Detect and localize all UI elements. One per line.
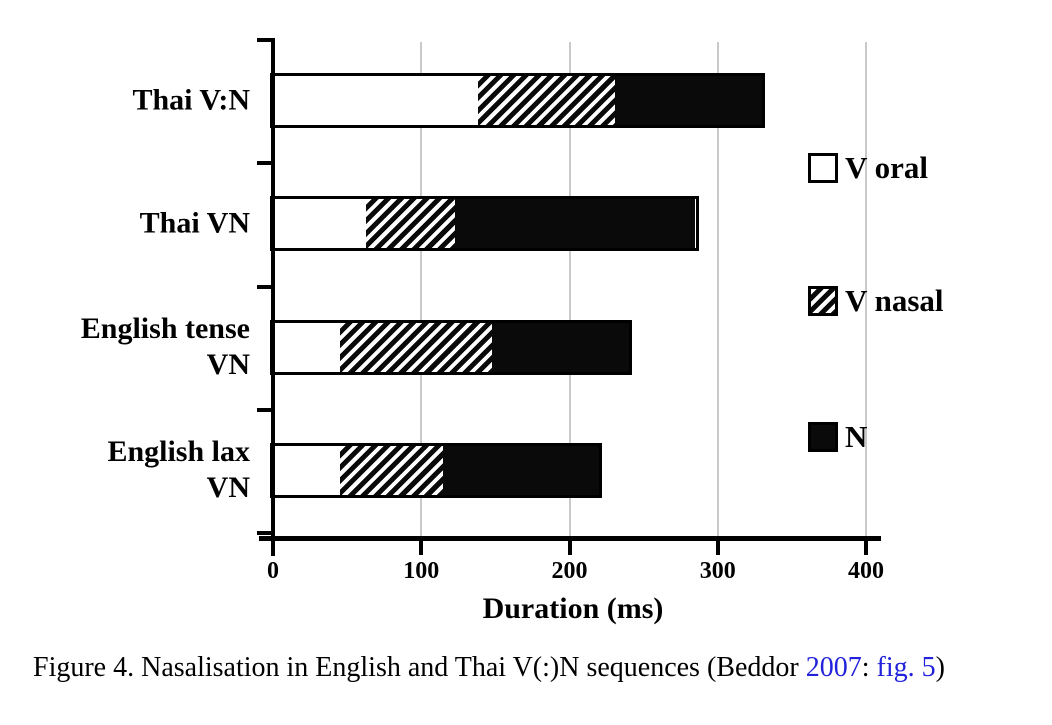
bar-segment-english-lax-vn-n [443, 446, 600, 495]
legend-swatch-v-oral [808, 152, 838, 183]
y-axis-tick-2 [257, 285, 273, 289]
x-tick-label-300: 300 [699, 558, 736, 584]
legend-item-v-oral: V oral [808, 150, 928, 186]
x-axis-title: Duration (ms) [482, 592, 664, 625]
bar-segment-thai-vn-v-oral [273, 199, 367, 248]
bar-segment-thai-vn-n [455, 199, 696, 248]
legend-label-n: N [845, 419, 868, 454]
x-tick-label-200: 200 [551, 558, 588, 584]
category-label-english-lax-vn: English lax VN [107, 434, 250, 505]
y-axis-line [271, 38, 275, 556]
gridline-100 [420, 42, 423, 536]
legend-label-v-oral: V oral [845, 150, 928, 185]
x-tick-label-400: 400 [848, 558, 884, 584]
y-axis-tick-3 [257, 408, 273, 412]
bar-segment-english-tense-vn-v-nasal [339, 323, 493, 372]
caption-text-0: Figure 4. Nasalisation in English and Th… [33, 652, 806, 683]
caption-text-2: : [861, 652, 877, 683]
bar-segment-thai-v-n-n [615, 76, 763, 125]
figure-caption: Figure 4. Nasalisation in English and Th… [33, 649, 945, 687]
gridline-400 [865, 42, 867, 536]
x-tick-label-0: 0 [267, 558, 279, 584]
x-tick-100 [419, 538, 424, 555]
bar-english-tense-vn [270, 320, 632, 375]
gridline-200 [568, 42, 571, 536]
category-label-thai-v-n: Thai V:N [132, 83, 250, 117]
category-label-english-tense-vn: English tense VN [80, 311, 250, 382]
bar-segment-thai-vn-v-nasal [366, 199, 456, 248]
bar-english-lax-vn [270, 443, 603, 498]
legend-item-v-nasal: V nasal [808, 283, 944, 319]
category-label-thai-vn: Thai VN [139, 206, 250, 240]
bar-thai-vn [270, 196, 699, 251]
x-tick-200 [567, 538, 572, 555]
bar-segment-thai-v-n-v-nasal [477, 76, 616, 125]
caption-link-fig-5[interactable]: fig. 5 [876, 652, 936, 683]
legend-label-v-nasal: V nasal [845, 283, 944, 318]
x-tick-300 [715, 538, 720, 555]
caption-link-2007[interactable]: 2007 [805, 652, 862, 683]
bar-segment-english-tense-vn-v-oral [273, 323, 340, 372]
legend-item-n: N [808, 419, 867, 455]
gridline-300 [716, 42, 719, 536]
caption-text-4: ) [935, 652, 945, 683]
legend-swatch-n [808, 421, 838, 452]
bar-thai-v-n [270, 73, 766, 128]
bar-segment-english-lax-vn-v-oral [273, 446, 340, 495]
x-tick-400 [864, 538, 868, 555]
y-axis-tick-0 [257, 38, 273, 42]
bar-segment-thai-v-n-v-oral [273, 76, 478, 125]
x-tick-0 [271, 538, 275, 555]
y-axis-tick-4 [257, 531, 273, 535]
x-tick-label-100: 100 [403, 558, 440, 584]
bar-segment-english-lax-vn-v-nasal [339, 446, 444, 495]
y-axis-tick-1 [257, 161, 273, 165]
bar-segment-english-tense-vn-n [492, 323, 629, 372]
legend-swatch-v-nasal [808, 285, 838, 316]
